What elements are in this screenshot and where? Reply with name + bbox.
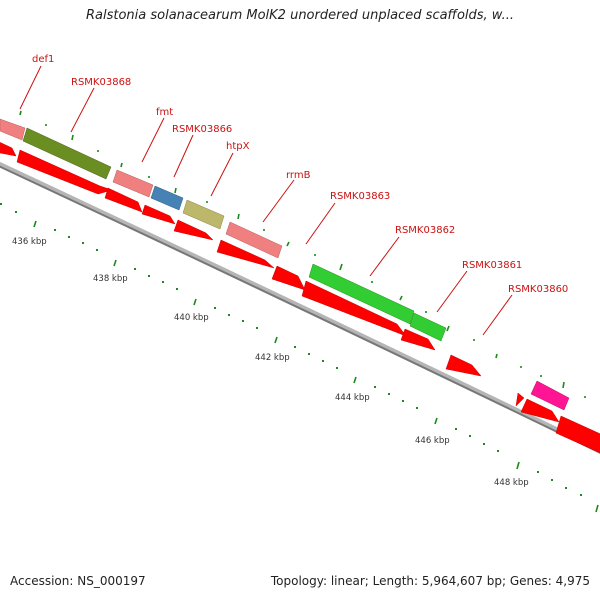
kbp-label: 438 kbp — [93, 274, 128, 284]
backbone — [0, 161, 600, 454]
gene-arrows — [0, 140, 600, 455]
gene-label[interactable]: RSMK03868 — [71, 77, 131, 88]
kbp-label: 446 kbp — [415, 436, 450, 446]
feature-rsmk03860[interactable] — [530, 380, 570, 411]
genome-stats-text: Topology: linear; Length: 5,964,607 bp; … — [270, 574, 590, 588]
feature-rsmk03868[interactable] — [22, 127, 112, 180]
gene-arrow[interactable] — [0, 140, 17, 157]
kbp-label: 440 kbp — [174, 313, 209, 323]
gene-arrow[interactable] — [216, 239, 275, 269]
feature-rsmk03861[interactable] — [409, 312, 447, 342]
gene-label[interactable]: htpX — [226, 141, 250, 152]
gene-arrow[interactable] — [104, 187, 143, 213]
gene-arrow[interactable] — [515, 392, 525, 407]
gene-label[interactable]: RSMK03860 — [508, 284, 568, 295]
gene-label[interactable]: def1 — [32, 54, 54, 65]
gene-label[interactable]: RSMK03866 — [172, 124, 232, 135]
kbp-label: 436 kbp — [12, 237, 47, 247]
kbp-labels: 436 kbp 438 kbp 440 kbp 442 kbp 444 kbp … — [12, 237, 529, 488]
gene-arrow[interactable] — [271, 265, 306, 291]
gene-label[interactable]: RSMK03863 — [330, 191, 390, 202]
gene-label[interactable]: rrmB — [286, 170, 311, 181]
tick-marks — [19, 110, 599, 513]
gene-arrow[interactable] — [445, 354, 482, 377]
map-title: Ralstonia solanacearum MolK2 unordered u… — [85, 8, 514, 23]
tick-dots — [0, 203, 582, 496]
gene-label[interactable]: RSMK03861 — [462, 260, 522, 271]
feature-def1[interactable] — [0, 118, 26, 141]
feature-rsmk03866[interactable] — [150, 185, 184, 211]
feature-htpx[interactable] — [182, 199, 225, 230]
label-leaders — [19, 65, 513, 336]
accession-text: Accession: NS_000197 — [10, 574, 146, 588]
kbp-label: 442 kbp — [255, 353, 290, 363]
feature-rsmk03862[interactable] — [308, 263, 415, 325]
gene-arrow[interactable] — [141, 204, 176, 225]
gene-arrow[interactable] — [16, 149, 113, 195]
kbp-label: 448 kbp — [494, 478, 529, 488]
gene-label[interactable]: fmt — [156, 107, 173, 118]
kbp-label: 444 kbp — [335, 393, 370, 403]
feature-fmt[interactable] — [112, 169, 154, 198]
feature-blocks — [0, 118, 570, 411]
gene-label[interactable]: RSMK03862 — [395, 225, 455, 236]
gene-arrow[interactable] — [555, 415, 600, 455]
backbone-shadow — [0, 165, 600, 454]
gene-arrow[interactable] — [400, 328, 436, 351]
gene-labels: def1 RSMK03868 fmt RSMK03866 htpX rrmB R… — [32, 54, 568, 295]
gene-arrow[interactable] — [173, 219, 214, 241]
feature-rrmb[interactable] — [225, 221, 283, 259]
